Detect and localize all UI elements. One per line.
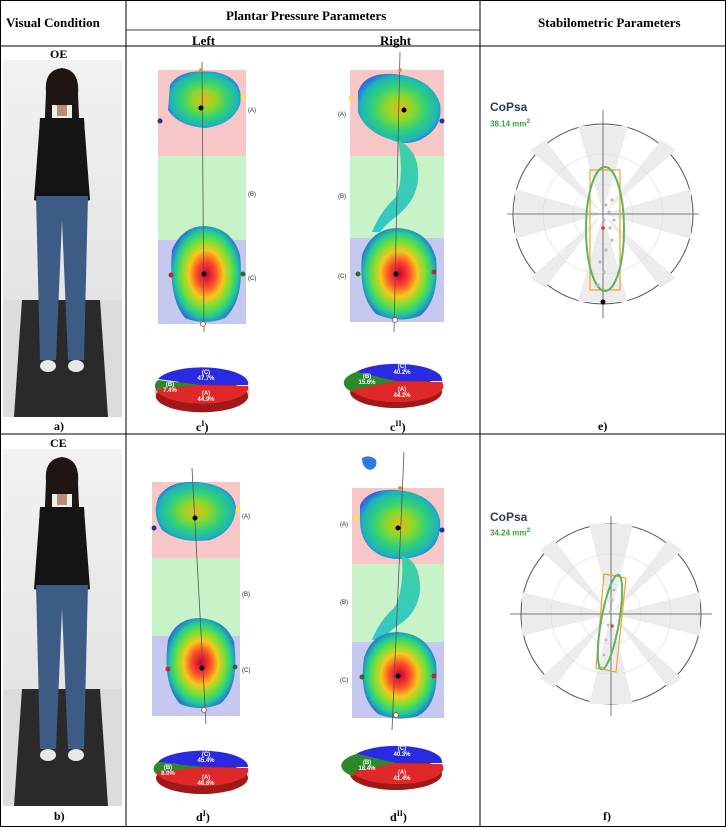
pie-oe-right-c: (C) 40.2% (393, 364, 411, 376)
region-b-left-oe: (B) (248, 192, 256, 198)
pressure-map-right-ce (352, 451, 445, 731)
panel-label-f: f) (603, 809, 611, 823)
pie-ce-left-b: (B) 8.0% (161, 765, 175, 777)
pie-ce-right-b: (B) 18.4% (358, 760, 376, 772)
pie-left-ce (153, 750, 249, 794)
header-visual-condition: Visual Condition (6, 15, 100, 30)
pie-ce-right-c: (C) 40.3% (393, 746, 411, 758)
pressure-map-left-ce (151, 467, 241, 725)
pie-right-ce (341, 745, 444, 790)
cop-value-ce: 34.24 mm2 (490, 527, 531, 538)
header-stabilometric: Stabilometric Parameters (538, 15, 681, 30)
stabilogram-oe (507, 110, 699, 318)
cop-title-oe: CoPsa (490, 100, 528, 114)
panel-label-a: a) (54, 419, 64, 433)
header-right: Right (380, 33, 412, 48)
pie-right-oe (343, 363, 444, 408)
region-c-left-oe: (C) (248, 276, 257, 282)
pie-oe-right-b: (B) 15.6% (358, 374, 376, 386)
region-a-left-oe: (A) (248, 108, 256, 114)
header-plantar-pressure: Plantar Pressure Parameters (226, 8, 387, 23)
panel-label-d2: dII) (390, 809, 407, 824)
region-b-right-ce: (B) (340, 600, 348, 606)
pressure-map-right-oe (348, 51, 445, 333)
subject-photo-ce (3, 449, 122, 806)
condition-label-ce: CE (50, 436, 67, 450)
panel-label-d1: dI) (196, 809, 210, 824)
pie-ce-right-a: (A) 41.4% (393, 770, 411, 782)
pie-oe-left-c: (C) 47.7% (197, 370, 215, 382)
region-b-right-oe: (B) (338, 194, 346, 200)
panel-label-c1: cI) (196, 419, 209, 434)
region-a-right-ce: (A) (340, 522, 348, 528)
pie-ce-left-c: (C) 45.4% (197, 752, 215, 764)
pie-oe-left-a: (A) 44.9% (197, 391, 215, 403)
pie-left-oe (155, 367, 249, 413)
cop-title-ce: CoPsa (490, 510, 528, 524)
condition-label-oe: OE (50, 47, 68, 61)
panel-label-e: e) (598, 419, 608, 433)
stabilogram-ce (510, 516, 712, 716)
pie-ce-left-a: (A) 46.6% (197, 775, 215, 787)
pie-oe-right-a: (A) 44.2% (393, 387, 411, 399)
header-left: Left (192, 33, 216, 48)
region-a-left-ce: (A) (242, 514, 250, 520)
pie-oe-left-b: (B) 7.4% (163, 382, 177, 394)
region-c-right-ce: (C) (340, 678, 349, 684)
region-c-right-oe: (C) (338, 274, 347, 280)
panel-label-b: b) (54, 809, 65, 823)
region-b-left-ce: (B) (242, 592, 250, 598)
cop-value-oe: 38.14 mm2 (490, 118, 531, 129)
pressure-map-left-oe (157, 61, 246, 333)
region-c-left-ce: (C) (242, 668, 251, 674)
subject-photo-oe (3, 60, 122, 417)
region-a-right-oe: (A) (338, 112, 346, 118)
panel-label-c2: cII) (390, 419, 406, 434)
